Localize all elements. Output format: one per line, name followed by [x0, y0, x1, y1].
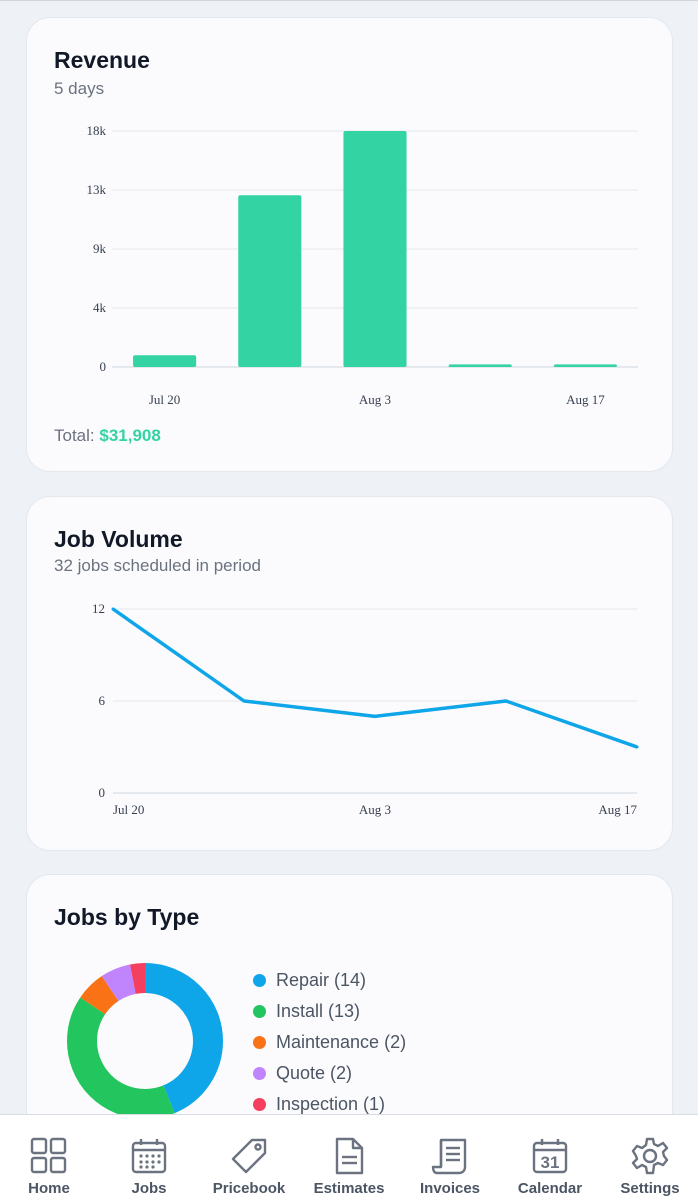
y-tick-label: 18k: [87, 123, 107, 138]
tag-icon: [231, 1138, 267, 1174]
legend-label: Maintenance (2): [276, 1032, 407, 1052]
tab-home-label: Home: [28, 1180, 70, 1197]
tab-pricebook-label: Pricebook: [212, 1180, 286, 1197]
legend-label: Repair (14): [276, 970, 367, 990]
revenue-card: Revenue 5 days 0 4k 9k 13k 18k Jul 20 Aug 3 Aug…: [26, 17, 673, 472]
tab-jobs[interactable]: Jobs: [99, 1115, 199, 1200]
job-volume-title: Job Volume: [54, 526, 183, 552]
job-volume-card: Job Volume 32 jobs scheduled in period 0…: [26, 496, 673, 851]
legend-label: Inspection (1): [276, 1094, 386, 1114]
legend-label: Install (13): [276, 1001, 361, 1021]
legend-item: Install (13): [253, 996, 406, 1027]
y-tick-label: 9k: [93, 241, 107, 256]
revenue-total-label: Total:: [54, 426, 95, 445]
legend-dot: [253, 1098, 266, 1111]
revenue-bar: [238, 195, 302, 367]
job-volume-point: [242, 699, 246, 703]
legend-item: Quote (2): [253, 1058, 406, 1089]
bottom-tab-bar: Home Jobs Pricebook Estimates: [0, 1114, 698, 1200]
legend-label: Quote (2): [276, 1063, 353, 1083]
x-tick-label: Aug 3: [359, 392, 391, 407]
top-divider: [0, 0, 698, 1]
job-volume-chart: 0 6 12 Jul 20 Aug 3 Aug 17: [92, 601, 639, 817]
legend-dot: [253, 1036, 266, 1049]
grid-icon: [30, 1137, 67, 1174]
calendar-dots-icon: [131, 1139, 167, 1174]
x-tick-label: Jul 20: [149, 392, 180, 407]
revenue-total: Total: $31,908: [54, 426, 161, 446]
revenue-title: Revenue: [54, 47, 150, 73]
y-tick-label: 0: [100, 359, 107, 374]
y-tick-label: 6: [99, 693, 106, 708]
x-tick-label: Aug 17: [566, 392, 605, 407]
revenue-bar: [448, 364, 512, 367]
gear-icon: [631, 1137, 669, 1175]
job-volume-point: [635, 745, 639, 749]
tab-settings-label: Settings: [620, 1180, 680, 1197]
tab-calendar-label: Calendar: [517, 1180, 583, 1197]
tab-settings[interactable]: Settings: [600, 1115, 698, 1200]
legend-item: Repair (14): [253, 965, 406, 996]
job-volume-point: [111, 607, 115, 611]
legend-dot: [253, 974, 266, 987]
tab-jobs-label: Jobs: [131, 1180, 167, 1197]
revenue-bar: [133, 355, 197, 367]
tab-estimates-label: Estimates: [313, 1180, 385, 1197]
revenue-subtitle: 5 days: [54, 79, 105, 98]
job-volume-line: [111, 607, 638, 749]
tab-invoices[interactable]: Invoices: [400, 1115, 500, 1200]
donut-slice-install: [67, 963, 223, 1119]
y-tick-label: 12: [92, 601, 105, 616]
x-tick-label: Aug 3: [359, 802, 391, 817]
receipt-icon: [431, 1138, 467, 1175]
legend-dot: [253, 1005, 266, 1018]
legend-dot: [253, 1067, 266, 1080]
revenue-total-value: $31,908: [99, 426, 161, 445]
tab-pricebook[interactable]: Pricebook: [199, 1115, 299, 1200]
donut-slice-inspection: [67, 963, 223, 1119]
svg-text:31: 31: [541, 1153, 560, 1172]
y-tick-label: 0: [99, 785, 106, 800]
tab-estimates[interactable]: Estimates: [299, 1115, 399, 1200]
x-tick-label: Jul 20: [113, 802, 144, 817]
document-icon: [335, 1137, 364, 1175]
y-tick-label: 4k: [93, 300, 107, 315]
legend-item: Maintenance (2): [253, 1027, 406, 1058]
legend-item: Inspection (1): [253, 1089, 406, 1120]
job-volume-point: [504, 699, 508, 703]
x-tick-label: Aug 17: [598, 802, 637, 817]
revenue-chart: 0 4k 9k 13k 18k Jul 20 Aug 3 Aug 17: [87, 123, 638, 407]
y-tick-label: 13k: [87, 182, 107, 197]
jobs-by-type-title: Jobs by Type: [54, 904, 200, 930]
tab-calendar[interactable]: 31 Calendar: [500, 1115, 600, 1200]
job-volume-point: [373, 714, 377, 718]
tab-home[interactable]: Home: [0, 1115, 99, 1200]
jobs-by-type-donut: [67, 963, 223, 1119]
revenue-bar: [343, 131, 407, 367]
jobs-by-type-legend: Repair (14) Install (13) Maintenance (2) Qu…: [253, 965, 406, 1120]
tab-invoices-label: Invoices: [419, 1180, 481, 1197]
job-volume-subtitle: 32 jobs scheduled in period: [54, 556, 261, 575]
revenue-bar: [553, 364, 617, 367]
calendar-31-icon: 31: [532, 1139, 568, 1174]
